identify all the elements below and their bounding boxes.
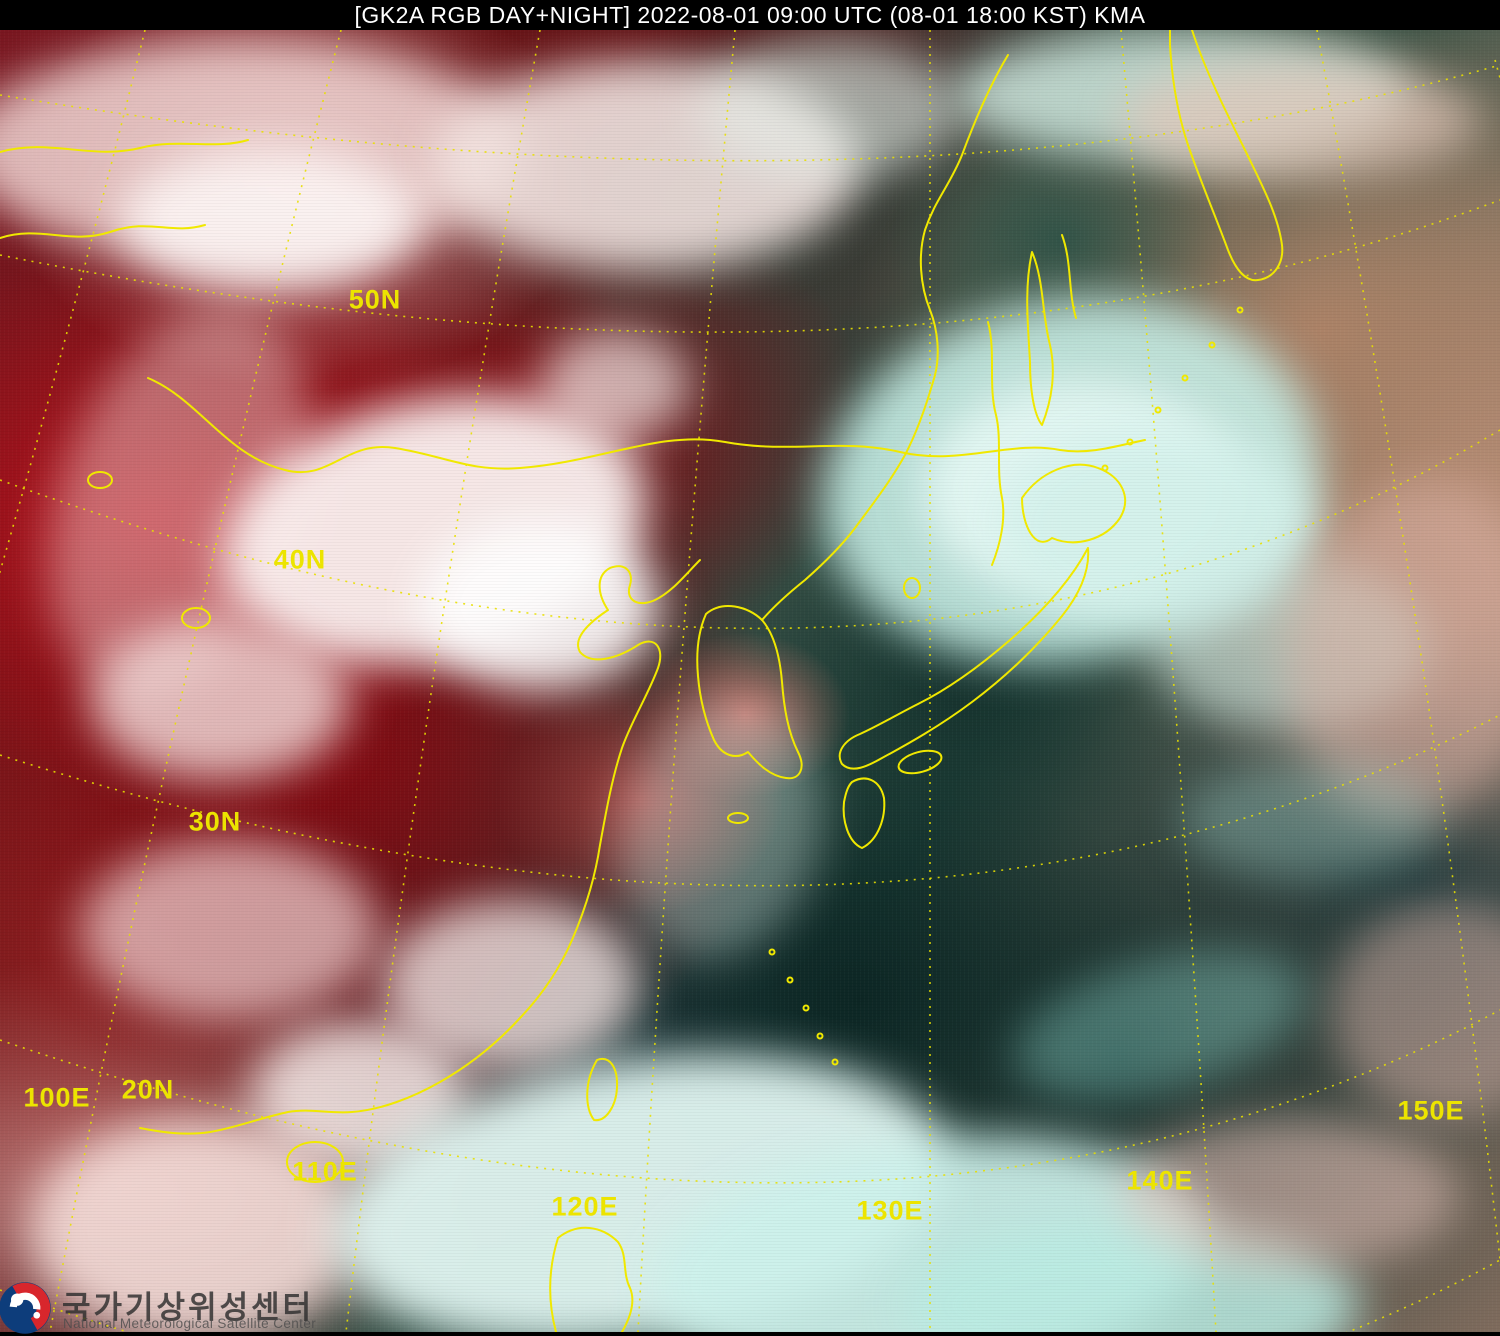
agency-name-korean: 국가기상위성센터 [62,1290,315,1325]
cloud-blob [1120,1120,1460,1270]
longitude-lines [0,29,1500,1332]
graticule-label-100e: 100E [23,1082,91,1113]
cloud-blob [80,840,380,1020]
cloud-blob [540,330,690,440]
graticule-label-30n: 30N [188,806,242,837]
cloud-blob [30,1120,360,1332]
cloud-blob [420,520,660,690]
cloud-blob [90,620,350,780]
cloud-blob [120,150,420,290]
graticule-label-50n: 50N [348,284,402,315]
coastlines [0,29,1284,1332]
cloud-blob [1180,760,1440,880]
kma-logo-icon [0,1282,51,1334]
latitude-lines [0,64,1500,1332]
title-bar: [GK2A RGB DAY+NIGHT] 2022-08-01 09:00 UT… [0,0,1500,30]
graticule-label-20n: 20N [121,1074,175,1105]
agency-name-english: National Meteorological Satellite Center [63,1316,317,1331]
graticule-label-40n: 40N [273,544,327,575]
graticule-label-140e: 140E [1126,1165,1194,1196]
image-title: [GK2A RGB DAY+NIGHT] 2022-08-01 09:00 UT… [354,1,1146,28]
graticule-label-130e: 130E [856,1195,924,1226]
graticule-label-150e: 150E [1397,1095,1465,1126]
agency-branding: 국가기상위성센터 National Meteorological Satelli… [0,1280,520,1334]
graticule-label-120e: 120E [551,1191,619,1222]
graticule-label-110e: 110E [292,1156,358,1187]
